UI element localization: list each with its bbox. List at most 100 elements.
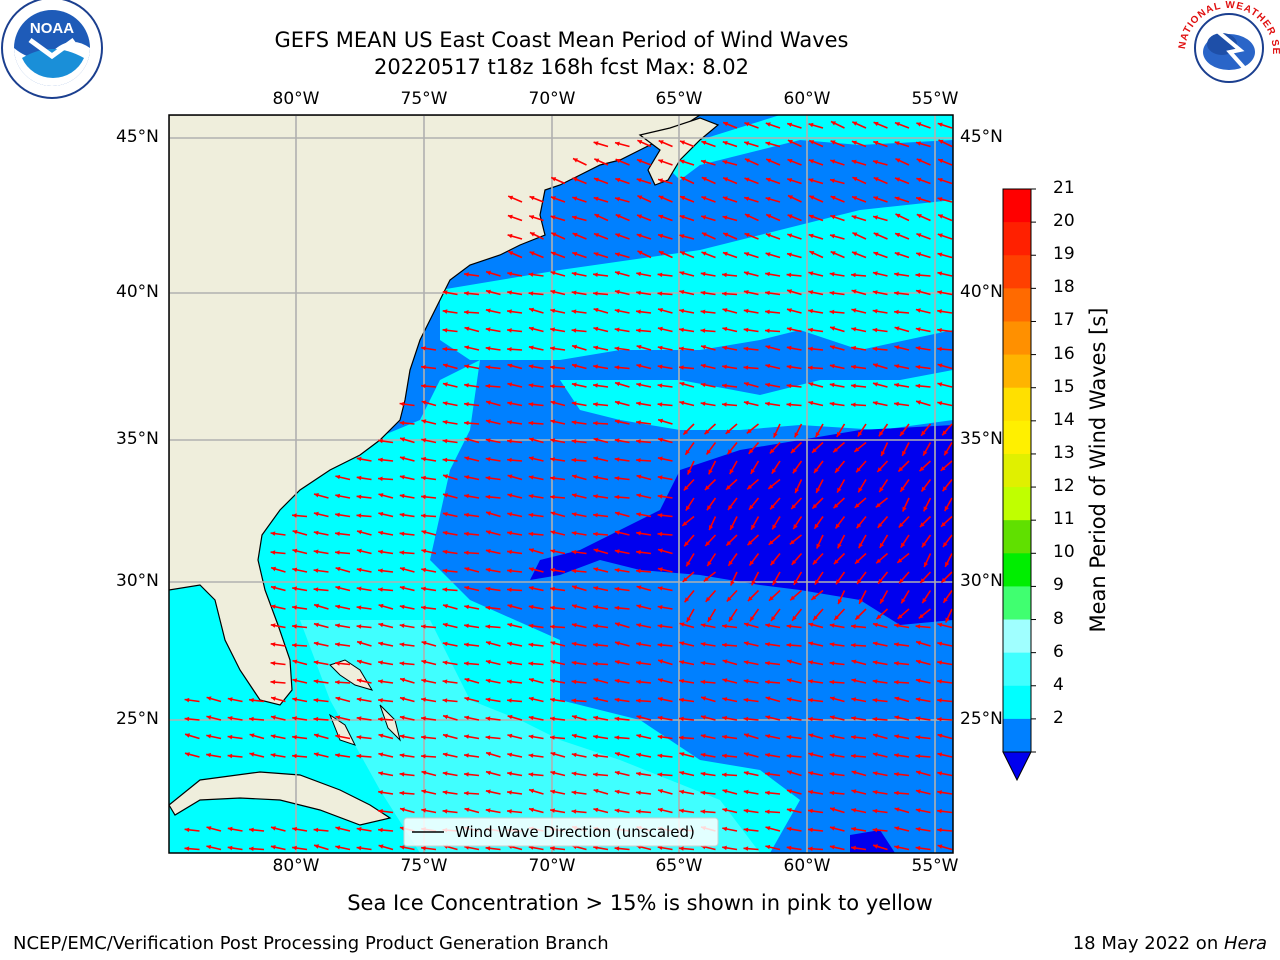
- wind-arrow-head: [786, 753, 792, 759]
- wind-arrow-head: [916, 400, 921, 405]
- wind-arrow-head: [464, 753, 469, 758]
- wind-arrow-head: [636, 328, 641, 333]
- wind-arrow-head: [851, 327, 857, 332]
- wind-arrow-head: [464, 310, 469, 315]
- wind-arrow-head: [942, 486, 948, 492]
- wind-arrow-head: [722, 734, 727, 740]
- wind-arrow-head: [442, 290, 448, 295]
- wind-arrow-head: [485, 438, 491, 443]
- wind-arrow-head: [765, 771, 770, 777]
- wind-arrow-head: [873, 177, 879, 182]
- wind-arrow-head: [898, 522, 904, 528]
- wind-arrow-head: [658, 437, 663, 443]
- wind-arrow-head: [636, 512, 642, 517]
- wind-arrow-head: [378, 511, 384, 517]
- wind-arrow-head: [486, 770, 491, 776]
- wind-arrow-head: [872, 808, 878, 814]
- wind-arrow-head: [593, 604, 598, 610]
- wind-arrow-head: [593, 678, 599, 683]
- wind-arrow-head: [751, 580, 756, 586]
- wind-arrow-head: [787, 214, 793, 219]
- wind-arrow-head: [700, 679, 706, 685]
- wind-arrow-head: [851, 659, 857, 664]
- wind-arrow-head: [528, 753, 534, 758]
- wind-arrow-head: [895, 177, 900, 182]
- wind-arrow-head: [442, 790, 448, 795]
- wind-arrow-head: [945, 617, 950, 623]
- wind-arrow-head: [700, 382, 706, 388]
- wind-arrow-head: [335, 493, 341, 499]
- wind-arrow-head: [335, 715, 341, 720]
- wind-arrow-head: [765, 826, 771, 831]
- wind-arrow-head: [916, 252, 922, 257]
- wind-arrow-head: [313, 716, 319, 722]
- wind-arrow-head: [808, 290, 814, 295]
- wind-arrow-head: [485, 567, 491, 573]
- wind-arrow-head: [313, 641, 319, 646]
- wind-arrow-head: [636, 290, 641, 296]
- wind-arrow-head: [808, 159, 814, 164]
- wind-arrow-head: [615, 400, 620, 406]
- wind-arrow-head: [550, 494, 555, 500]
- wind-arrow-head: [829, 753, 835, 758]
- wind-arrow-head: [400, 677, 405, 683]
- wind-arrow-head: [637, 159, 642, 164]
- wind-arrow-head: [335, 696, 341, 701]
- wind-arrow-head: [808, 400, 814, 406]
- wind-arrow-head: [292, 678, 298, 683]
- wind-arrow-head: [593, 548, 599, 553]
- wind-arrow-head: [765, 401, 770, 407]
- wind-arrow-head: [571, 271, 577, 277]
- map-frame: [168, 114, 954, 854]
- wind-arrow-head: [937, 679, 942, 684]
- wind-arrow-head: [550, 308, 556, 313]
- wind-arrow-head: [184, 846, 190, 851]
- wind-arrow-head: [920, 578, 925, 583]
- wind-arrow-head: [684, 541, 689, 547]
- wind-arrow-head: [614, 419, 620, 424]
- wind-arrow-head: [814, 523, 819, 529]
- wind-arrow-head: [658, 548, 663, 553]
- wind-arrow-head: [790, 448, 796, 454]
- wind-arrow-head: [786, 808, 792, 813]
- wind-arrow-head: [829, 401, 835, 407]
- wind-arrow-head: [743, 660, 749, 665]
- wind-arrow-head: [593, 383, 598, 388]
- wind-arrow-head: [528, 402, 534, 407]
- wind-arrow-head: [528, 586, 534, 591]
- wind-arrow-head: [399, 790, 405, 796]
- wind-arrow-head: [356, 513, 362, 518]
- wind-arrow-head: [528, 364, 534, 369]
- wind-arrow-head: [765, 141, 771, 146]
- wind-arrow-head: [528, 623, 534, 629]
- wind-arrow-head: [356, 567, 362, 573]
- wind-arrow-head: [464, 420, 469, 426]
- wind-arrow-head: [873, 196, 879, 201]
- wind-arrow-head: [684, 597, 690, 603]
- wind-arrow-head: [421, 789, 427, 794]
- region-4-6s-south: [169, 360, 800, 853]
- wind-arrow-head: [614, 549, 620, 554]
- wind-arrow-head: [658, 233, 663, 239]
- wind-arrow-head: [915, 808, 921, 813]
- sea-ice-note: Sea Ice Concentration > 15% is shown in …: [0, 891, 1280, 915]
- wind-arrow-head: [876, 614, 882, 620]
- wind-arrow-head: [464, 791, 469, 796]
- wind-arrow-head: [206, 826, 212, 831]
- wind-arrow-head: [356, 753, 362, 759]
- wind-arrow-head: [292, 845, 297, 851]
- wind-arrow-head: [464, 437, 470, 442]
- wind-arrow-head: [679, 308, 685, 314]
- wind-arrow-head: [550, 365, 555, 370]
- wind-arrow-head: [378, 549, 383, 555]
- wind-arrow-head: [442, 698, 448, 703]
- colorbar-segment: [1003, 685, 1031, 720]
- lat-label-left: 45°N: [116, 127, 159, 147]
- wind-arrow-head: [657, 697, 663, 702]
- wind-arrow-head: [184, 827, 190, 833]
- wind-arrow-head: [185, 752, 190, 757]
- wind-arrow-head: [894, 196, 900, 201]
- wind-arrow-head: [765, 809, 770, 814]
- wind-arrow-head: [443, 733, 448, 739]
- wind-arrow-head: [485, 383, 491, 389]
